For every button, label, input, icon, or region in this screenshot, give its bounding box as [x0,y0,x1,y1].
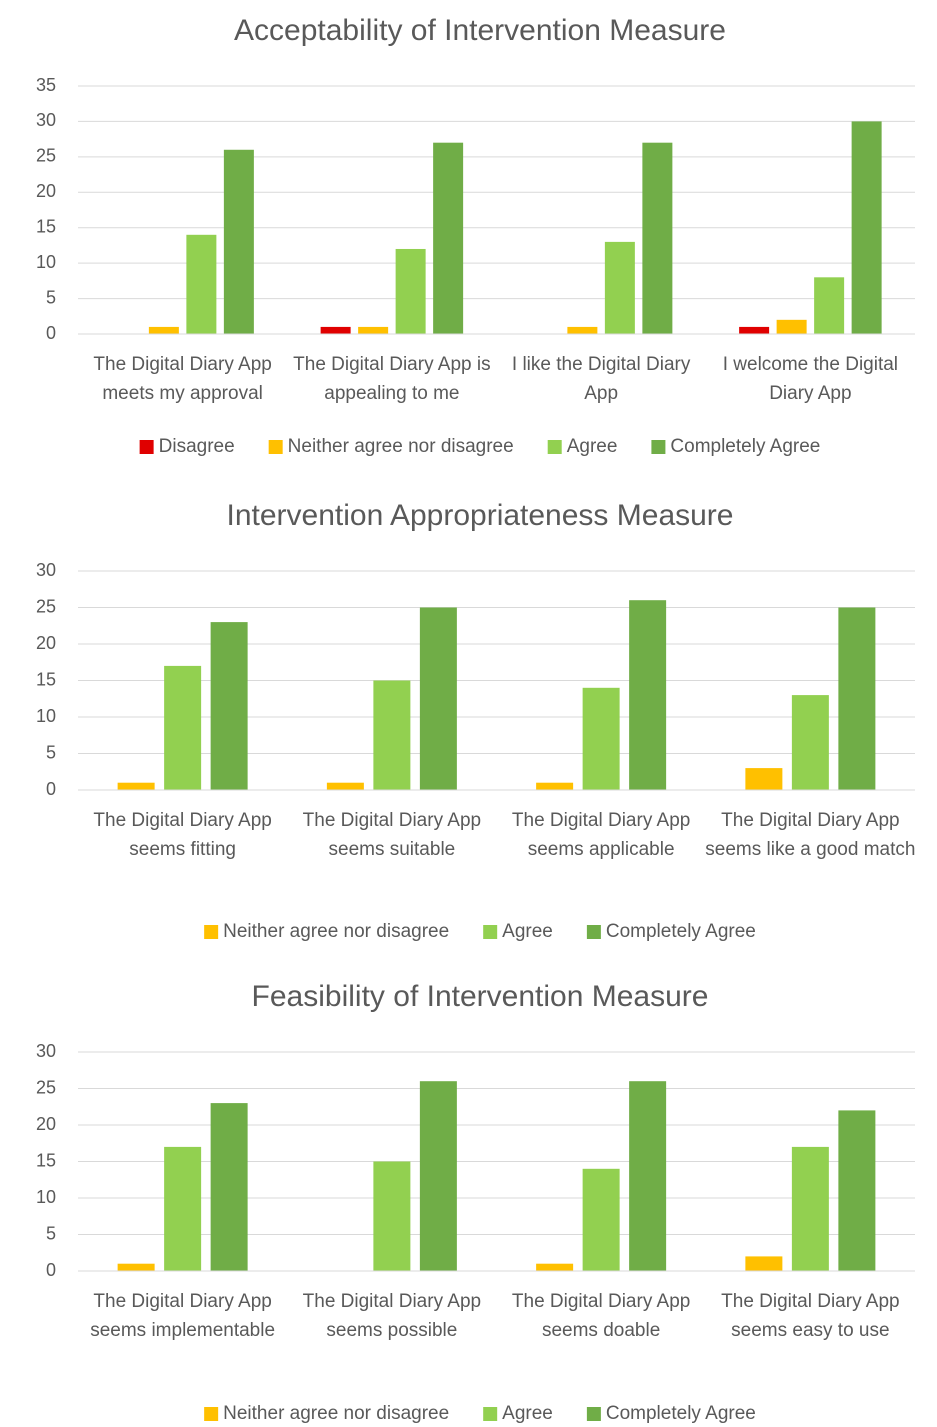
legend-swatch [483,1407,498,1421]
bar [629,1081,667,1271]
y-tick-label: 5 [46,1223,56,1243]
x-tick-label: The Digital Diary App seems suitable [303,810,481,860]
legend-swatch [651,440,666,454]
y-tick-label: 25 [36,596,56,616]
bar [433,142,464,334]
legend-swatch [586,1407,601,1421]
legend-label: Agree [502,1403,553,1424]
legend-label: Neither agree nor disagree [223,921,449,942]
bar [536,782,574,790]
legend-swatch [204,1407,219,1421]
y-tick-label: 10 [36,1187,56,1207]
x-tick-label: I like the Digital Diary App [512,354,691,404]
y-tick-label: 0 [46,1260,56,1280]
y-tick-label: 15 [36,669,56,689]
bar [419,1081,457,1271]
chart-title: Acceptability of Intervention Measure [234,14,726,47]
bar [210,1103,248,1271]
x-tick-label: The Digital Diary App is appealing to me [293,354,490,404]
bar [326,782,364,790]
legend-label: Completely Agree [670,436,820,457]
x-tick-label: The Digital Diary App seems easy to use [721,1291,899,1341]
bar [604,241,635,334]
bar [148,326,179,334]
x-tick-label: The Digital Diary App seems applicable [512,810,690,860]
y-tick-label: 30 [36,1041,56,1061]
bar [419,607,457,790]
bar [814,277,845,334]
chart-title: Intervention Appropriateness Measure [227,499,734,532]
y-tick-label: 20 [36,633,56,653]
bar [567,326,598,334]
bar [320,326,351,334]
bar [791,695,829,790]
x-tick-label: The Digital Diary App seems doable [512,1291,690,1341]
y-tick-label: 15 [36,1150,56,1170]
legend-label: Neither agree nor disagree [288,436,514,457]
y-tick-label: 25 [36,146,56,166]
bar [117,782,155,790]
y-tick-label: 30 [36,110,56,130]
x-tick-label: I welcome the Digital Diary App [723,354,898,404]
bar [582,1168,620,1271]
y-tick-label: 25 [36,1077,56,1097]
bar [745,768,783,790]
bar [739,326,770,334]
bar [358,326,389,334]
bar [164,1146,202,1271]
bar [745,1256,783,1271]
x-tick-label: The Digital Diary App seems like a good m… [705,810,915,860]
y-tick-label: 5 [46,287,56,307]
legend-label: Agree [502,921,553,942]
bar [164,665,202,790]
bar [642,142,673,334]
y-tick-label: 35 [36,75,56,95]
bar [582,687,620,790]
legend-swatch [204,925,219,939]
bar [186,234,217,334]
legend-swatch [268,440,283,454]
bar [210,622,248,790]
bar [629,600,667,790]
x-tick-label: The Digital Diary App meets my approval [93,354,271,404]
legend-label: Agree [567,436,618,457]
x-tick-label: The Digital Diary App seems possible [303,1291,481,1341]
bar [851,121,882,334]
bar [776,319,807,334]
y-tick-label: 0 [46,779,56,799]
y-tick-label: 15 [36,216,56,236]
legend-label: Completely Agree [606,921,756,942]
legend-swatch [139,440,154,454]
bar [373,1161,411,1271]
y-tick-label: 10 [36,252,56,272]
bar [223,149,254,334]
legend-label: Completely Agree [606,1403,756,1424]
legend-swatch [547,440,562,454]
bar [373,680,411,790]
bar [838,607,876,790]
bar [838,1110,876,1271]
bar [395,248,426,334]
x-tick-label: The Digital Diary App seems fitting [93,810,271,860]
legend-label: Disagree [159,436,235,457]
bar [536,1263,574,1271]
legend-label: Neither agree nor disagree [223,1403,449,1424]
x-tick-label: The Digital Diary App seems implementable [90,1291,275,1341]
bar [791,1146,829,1271]
y-tick-label: 20 [36,181,56,201]
chart-title: Feasibility of Intervention Measure [252,980,709,1013]
y-tick-label: 20 [36,1114,56,1134]
legend-swatch [483,925,498,939]
y-tick-label: 5 [46,742,56,762]
bar [117,1263,155,1271]
y-tick-label: 10 [36,706,56,726]
y-tick-label: 30 [36,560,56,580]
y-tick-label: 0 [46,323,56,343]
legend-swatch [586,925,601,939]
